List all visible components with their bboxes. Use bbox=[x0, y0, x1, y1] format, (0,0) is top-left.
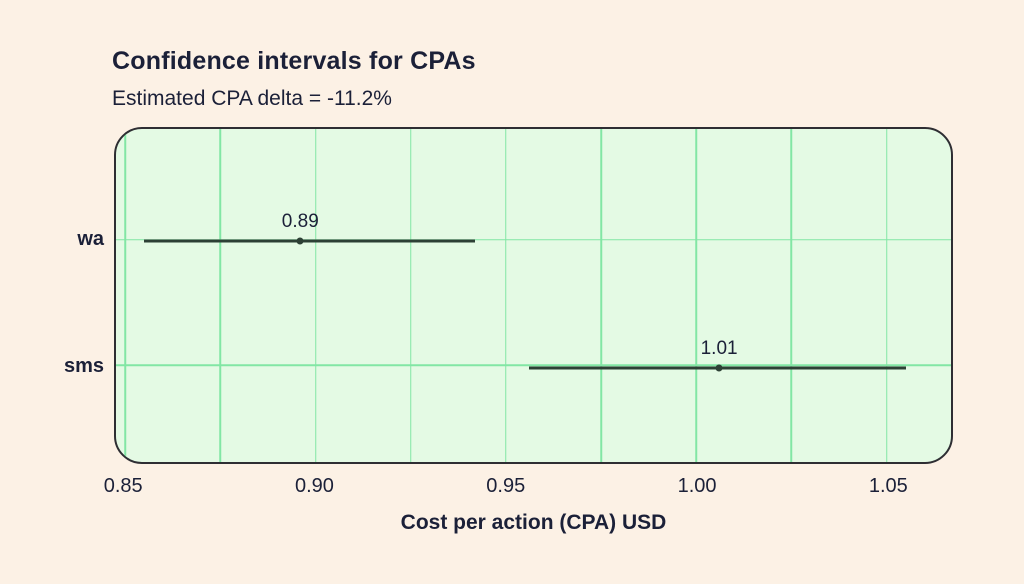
vertical-gridline bbox=[695, 129, 698, 462]
horizontal-gridline bbox=[116, 238, 951, 241]
chart-subtitle: Estimated CPA delta = -11.2% bbox=[112, 87, 392, 110]
vertical-gridline bbox=[314, 129, 317, 462]
x-axis-title: Cost per action (CPA) USD bbox=[400, 511, 667, 534]
point-estimate-label: 0.89 bbox=[281, 210, 319, 232]
y-tick-label: sms bbox=[63, 354, 104, 377]
y-tick-label: wa bbox=[77, 227, 104, 250]
x-axis-labels: 0.85 0.90 0.95 1.00 1.05 bbox=[0, 474, 1024, 500]
x-tick-label: 0.85 bbox=[103, 475, 143, 497]
plot-area: 0.89 1.01 bbox=[114, 127, 953, 464]
vertical-gridline bbox=[600, 129, 602, 462]
vertical-gridline bbox=[505, 129, 507, 462]
vertical-gridline bbox=[885, 129, 888, 462]
chart-title: Confidence intervals for CPAs bbox=[112, 47, 476, 75]
confidence-interval-line bbox=[144, 239, 476, 243]
vertical-gridline bbox=[124, 129, 126, 462]
x-tick-label: 1.05 bbox=[868, 475, 908, 497]
point-estimate-label: 1.01 bbox=[700, 337, 738, 359]
point-estimate-dot bbox=[715, 364, 723, 372]
vertical-gridline bbox=[219, 129, 222, 462]
vertical-gridline bbox=[409, 129, 412, 462]
vertical-gridline bbox=[790, 129, 793, 462]
horizontal-gridline bbox=[116, 364, 951, 366]
x-tick-label: 1.00 bbox=[677, 475, 717, 497]
x-tick-label: 0.90 bbox=[295, 475, 334, 497]
point-estimate-dot bbox=[296, 237, 304, 245]
x-tick-label: 0.95 bbox=[486, 475, 526, 497]
